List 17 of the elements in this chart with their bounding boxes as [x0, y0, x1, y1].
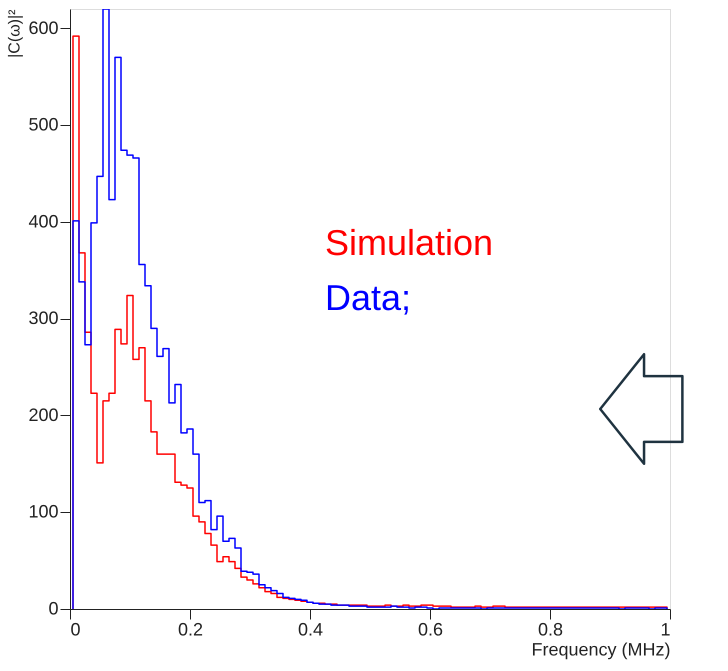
x-tick-label: 0.8 [538, 620, 564, 640]
y-tick-label: 600 [28, 18, 58, 38]
x-tick-label: 0.6 [418, 620, 444, 640]
y-tick-label: 300 [28, 308, 58, 328]
y-axis-title: |C(ω)|² [6, 8, 24, 58]
text: Data; [325, 277, 412, 318]
y-tick-label: 500 [28, 114, 58, 135]
x-tick-label: 0.4 [298, 620, 324, 640]
y-tick-label: 200 [28, 404, 58, 425]
y-tick-label: 400 [28, 211, 58, 232]
text: Simulation [325, 222, 494, 263]
x-tick-label: 0 [70, 620, 81, 640]
y-tick-label: 0 [48, 598, 58, 618]
x-tick-label: 0.2 [178, 620, 204, 640]
x-axis-title: Frequency (MHz) [531, 640, 670, 660]
y-tick-label: 100 [28, 502, 58, 522]
x-tick-label: 1 [660, 620, 670, 640]
